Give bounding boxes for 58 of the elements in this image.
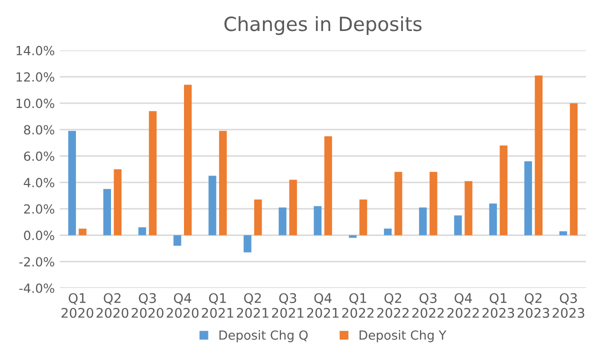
bar <box>524 161 532 236</box>
bar <box>68 130 76 236</box>
x-tick-label: Q1 2021 <box>202 293 234 318</box>
bar <box>534 75 543 236</box>
y-tick-label: 8.0% <box>24 125 54 135</box>
legend-label: Deposit Chg Q <box>219 330 308 342</box>
bar <box>489 204 497 236</box>
y-tick-label: 2.0% <box>24 204 54 214</box>
bar <box>173 235 182 246</box>
bar <box>314 206 322 236</box>
chart-title: Changes in Deposits <box>224 16 422 35</box>
bar <box>103 189 112 236</box>
y-tick-label: -4.0% <box>19 283 54 293</box>
bar <box>244 235 252 252</box>
legend-label: Deposit Chg Y <box>360 330 446 342</box>
bar <box>464 181 472 236</box>
x-tick-label: Q3 2021 <box>272 293 304 318</box>
bar <box>324 136 332 236</box>
y-tick-label: 14.0% <box>16 46 54 56</box>
bar <box>430 172 438 236</box>
y-tick-label: 0.0% <box>24 230 54 240</box>
y-tick-label: 6.0% <box>24 151 54 161</box>
bar <box>219 130 227 236</box>
x-tick-label: Q3 2022 <box>412 293 444 318</box>
bar <box>348 235 357 238</box>
bar <box>289 180 297 236</box>
x-tick-label: Q4 2022 <box>447 293 479 318</box>
bar <box>78 228 86 236</box>
bar <box>570 103 578 236</box>
bar <box>454 215 462 236</box>
y-tick-label: 4.0% <box>24 178 54 188</box>
x-tick-label: Q2 2020 <box>96 293 128 318</box>
bar <box>208 176 216 236</box>
bar <box>394 172 402 236</box>
bar <box>138 227 146 236</box>
bar <box>384 228 392 236</box>
bar <box>559 231 568 236</box>
x-tick-label: Q2 2022 <box>377 293 409 318</box>
x-tick-label: Q4 2021 <box>307 293 338 318</box>
x-tick-label: Q3 2023 <box>552 293 584 318</box>
x-tick-label: Q1 2020 <box>62 293 94 318</box>
bar <box>114 169 122 236</box>
y-tick-label: 10.0% <box>16 98 54 108</box>
bar <box>359 200 368 236</box>
bar <box>254 200 262 236</box>
x-tick-label: Q2 2021 <box>236 293 268 318</box>
y-tick-label: 12.0% <box>16 72 54 82</box>
x-tick-label: Q3 2020 <box>132 293 164 318</box>
x-tick-label: Q4 2020 <box>166 293 198 318</box>
x-tick-label: Q1 2022 <box>342 293 374 318</box>
y-tick-label: -2.0% <box>19 257 54 267</box>
x-tick-label: Q1 2023 <box>482 293 514 318</box>
bar <box>278 207 286 236</box>
x-tick-label: Q2 2023 <box>518 293 550 318</box>
bar <box>500 145 508 236</box>
bar <box>148 111 157 236</box>
bar <box>184 84 192 236</box>
bar <box>419 207 427 236</box>
